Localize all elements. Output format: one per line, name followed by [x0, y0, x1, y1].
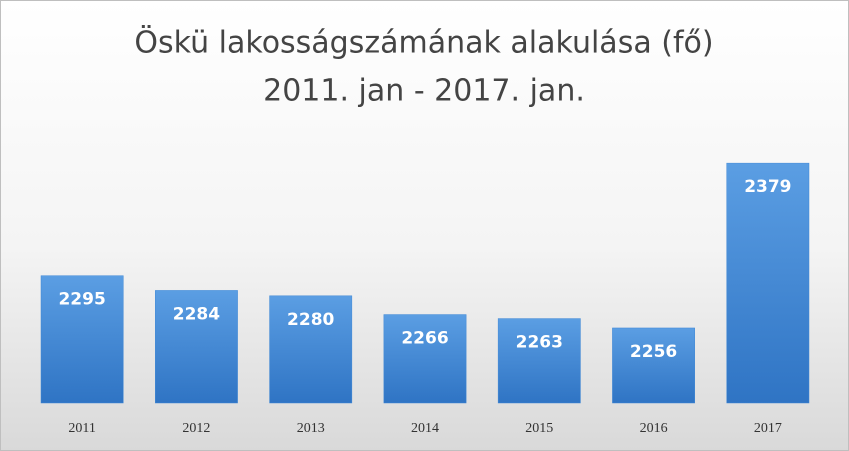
x-tick-label: 2016 [640, 421, 668, 436]
data-label: 2284 [173, 304, 220, 324]
data-label: 2263 [516, 333, 563, 353]
bar [726, 162, 810, 404]
x-tick-label: 2013 [297, 421, 325, 436]
data-label: 2379 [744, 177, 791, 197]
data-label: 2295 [58, 290, 105, 310]
data-label: 2266 [401, 329, 448, 349]
bar [155, 290, 238, 404]
chart-title: Öskü lakosságszámának alakulása (fő) [134, 25, 713, 61]
bar [612, 327, 695, 404]
data-label: 2256 [630, 342, 677, 362]
x-tick-label: 2017 [754, 421, 782, 436]
x-tick-label: 2015 [525, 421, 553, 436]
bar [40, 275, 124, 404]
bar [269, 295, 353, 404]
bar [383, 314, 467, 404]
chart-subtitle: 2011. jan - 2017. jan. [263, 74, 585, 109]
x-tick-label: 2012 [182, 421, 210, 436]
data-label: 2280 [287, 310, 334, 330]
x-tick-label: 2011 [68, 421, 95, 436]
bar [497, 318, 581, 404]
x-tick-label: 2014 [411, 421, 439, 436]
